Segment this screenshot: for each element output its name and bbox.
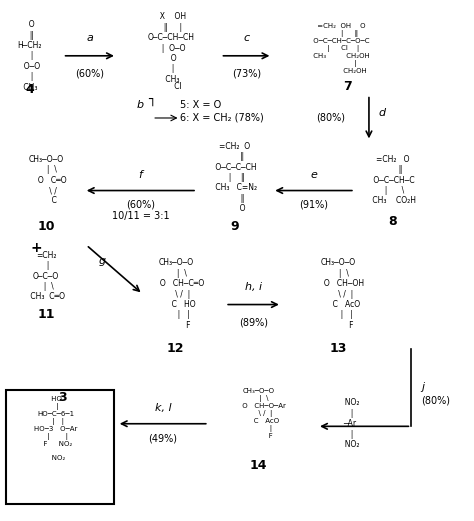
Text: 4: 4 [25, 83, 34, 96]
Text: 12: 12 [167, 342, 184, 355]
Text: NO₂
  |
─Ar
  |
  NO₂: NO₂ | ─Ar | NO₂ [340, 399, 360, 449]
Text: 8: 8 [388, 215, 397, 228]
Text: =CH₂  O
      ‖
 O─C─C─CH
  |    ‖
 CH₃   C=N₂
       ‖
       O: =CH₂ O ‖ O─C─C─CH | ‖ CH₃ C=N₂ ‖ O [212, 142, 257, 213]
Text: X    OH
  ‖     |
O─C─CH─CH
  |  O─O
  O
  |
 CH₃: X OH ‖ | O─C─CH─CH | O─O O | CH₃ [147, 13, 194, 84]
Text: +: + [31, 241, 43, 255]
Text: b: b [137, 100, 144, 110]
Text: 6: X = CH₂ (78%): 6: X = CH₂ (78%) [181, 113, 264, 123]
Text: 13: 13 [329, 342, 347, 355]
Text: CH₃─O─O
     |  \
     O   CH─O─Ar
      \ /  |
       C   AcO
           |
    : CH₃─O─O | \ O CH─O─Ar \ / | C AcO | [231, 388, 286, 439]
Text: h, i: h, i [245, 281, 262, 292]
Text: O
  ‖
H─CH₂
  |
  O─O
  |
 CH₃: O ‖ H─CH₂ | O─O | CH₃ [18, 20, 42, 92]
Text: g: g [99, 255, 106, 266]
Text: =CH₂   O
       ‖
 O─C─CH─C
  |      \
 CH₃    CO₂H: =CH₂ O ‖ O─C─CH─C | \ CH₃ CO₂H [370, 155, 416, 205]
Text: (60%): (60%) [75, 69, 104, 79]
Text: CH₃─O─O
     |  \
     O   C═O
      \ /
       C: CH₃─O─O | \ O C═O \ / C [26, 155, 66, 205]
Text: =CH₂
  |
O─C─O
  |  \
 CH₃  C═O: =CH₂ | O─C─O | \ CH₃ C═O [27, 251, 64, 301]
Text: 9: 9 [230, 220, 239, 233]
Text: 3: 3 [58, 391, 67, 404]
Text: =CH₂  OH    O
        |     ‖
 O─C─CH─C─O─C
  |     Cl    |
 CH₃         CH₂OH
 : =CH₂ OH O | ‖ O─C─CH─C─O─C | Cl | CH₃ CH… [311, 22, 370, 73]
Text: (80%): (80%) [316, 113, 346, 123]
Text: CH₃─O─O
     |  \
     O   CH─OH
      \ /  |
       C   AcO
       |   |
      : CH₃─O─O | \ O CH─OH \ / | C AcO | | [312, 258, 365, 330]
Text: (80%): (80%) [421, 395, 450, 405]
Text: e: e [310, 170, 317, 180]
Text: 5: X = O: 5: X = O [181, 100, 222, 110]
Text: 10: 10 [37, 220, 55, 233]
Text: f: f [138, 170, 142, 180]
Bar [6, 390, 115, 504]
Text: 14: 14 [249, 458, 267, 472]
Text: c: c [243, 33, 249, 43]
Text: 11: 11 [37, 308, 55, 321]
Text: (91%): (91%) [299, 200, 328, 210]
Text: (89%): (89%) [239, 317, 268, 328]
Text: d: d [378, 108, 385, 118]
Text: k, l: k, l [155, 403, 171, 413]
Text: (73%): (73%) [232, 69, 261, 79]
Text: 7: 7 [343, 80, 352, 93]
Text: Cl: Cl [160, 82, 182, 91]
Text: (60%)
10/11 = 3:1: (60%) 10/11 = 3:1 [111, 200, 169, 221]
Text: (49%): (49%) [148, 433, 178, 443]
Text: CH₃─O─O
     |  \
     O   CH─C═O
      \ /  |
       C   HO
       |   |
      : CH₃─O─O | \ O CH─C═O \ / | C HO | | [147, 258, 204, 330]
Text: ┐: ┐ [148, 93, 156, 106]
Text: j: j [421, 382, 424, 392]
Text: HO
  |
HO─C─6─1
  |   |
HO─3   O─Ar
  |       |
  F     NO₂

   NO₂: HO | HO─C─6─1 | | HO─3 O─Ar | | F NO₂ NO… [34, 396, 77, 462]
Text: a: a [86, 33, 93, 43]
